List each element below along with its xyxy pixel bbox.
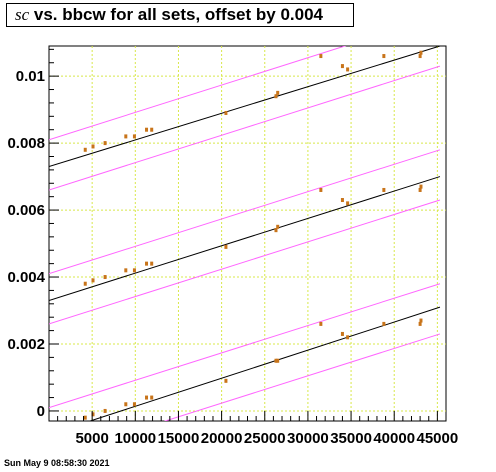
data-point [91,278,95,283]
data-point [124,134,128,139]
data-point [276,90,280,95]
x-tick-label: 30000 [287,430,329,447]
data-point [103,408,107,413]
data-point [419,184,423,189]
data-point [418,321,422,326]
band-line [49,149,441,275]
band-line [49,283,441,409]
data-point [145,261,149,266]
data-point [83,415,87,420]
data-point [132,268,136,273]
data-point [150,261,154,266]
data-point [319,54,323,59]
data-point [145,127,149,132]
data-point [346,335,350,340]
y-tick-label: 0.002 [7,336,45,353]
timestamp-footer: Sun May 9 08:58:30 2021 [4,458,110,468]
title-text: vs. bbcw for all sets, offset by 0.004 [29,5,324,24]
data-point [103,275,107,280]
y-tick-label: 0.004 [7,269,45,286]
x-tick-label: 5000 [75,430,108,447]
data-point [382,54,386,59]
data-point [91,412,95,417]
x-tick-label: 35000 [330,430,372,447]
data-point [274,228,278,233]
fit-line [49,46,441,168]
data-point [274,94,278,99]
data-point [224,244,228,249]
data-point [319,321,323,326]
y-tick-label: 0 [37,403,45,420]
data-point [340,64,344,69]
data-point [276,358,280,363]
data-point [83,147,87,152]
data-point [83,281,87,286]
data-point [132,402,136,407]
y-tick-label: 0.006 [7,202,45,219]
band-line [49,199,441,325]
data-point [276,224,280,229]
data-point [274,358,278,363]
band-lines [49,46,441,421]
x-tick-label: 10000 [114,430,156,447]
fit-line [88,306,441,421]
data-point [340,331,344,336]
fit-lines [49,46,441,421]
data-point [382,187,386,192]
data-point [224,110,228,115]
x-tick-label: 25000 [244,430,286,447]
data-point [382,321,386,326]
band-line [49,46,347,141]
x-tick-label: 45000 [417,430,459,447]
data-point [91,144,95,149]
chart-title: sc vs. bbcw for all sets, offset by 0.00… [6,3,354,27]
axes: 5000 10000 15000 20000 25000 30000 35000 40000 4… [7,48,459,447]
data-point [103,141,107,146]
data-point [346,67,350,72]
title-symbol: sc [15,5,30,24]
data-point [319,187,323,192]
data-point [224,378,228,383]
data-point [419,318,423,323]
data-point [419,50,423,55]
data-point [150,395,154,400]
data-point [346,201,350,206]
data-point [124,268,128,273]
y-tick-label: 0.008 [7,135,45,152]
data-point [418,187,422,192]
x-tick-label: 40000 [373,430,415,447]
x-tick-label: 15000 [158,430,200,447]
data-point [132,134,136,139]
data-point [340,198,344,203]
data-point [145,395,149,400]
x-tick-label: 20000 [201,430,243,447]
band-line [49,65,441,191]
data-point [124,402,128,407]
band-line [163,333,441,421]
data-point [418,54,422,59]
plot-frame [48,45,447,422]
fit-line [49,176,441,301]
data-point [150,127,154,132]
grid-lines [49,46,446,421]
data-points [83,50,423,420]
y-tick-label: 0.01 [16,68,45,85]
